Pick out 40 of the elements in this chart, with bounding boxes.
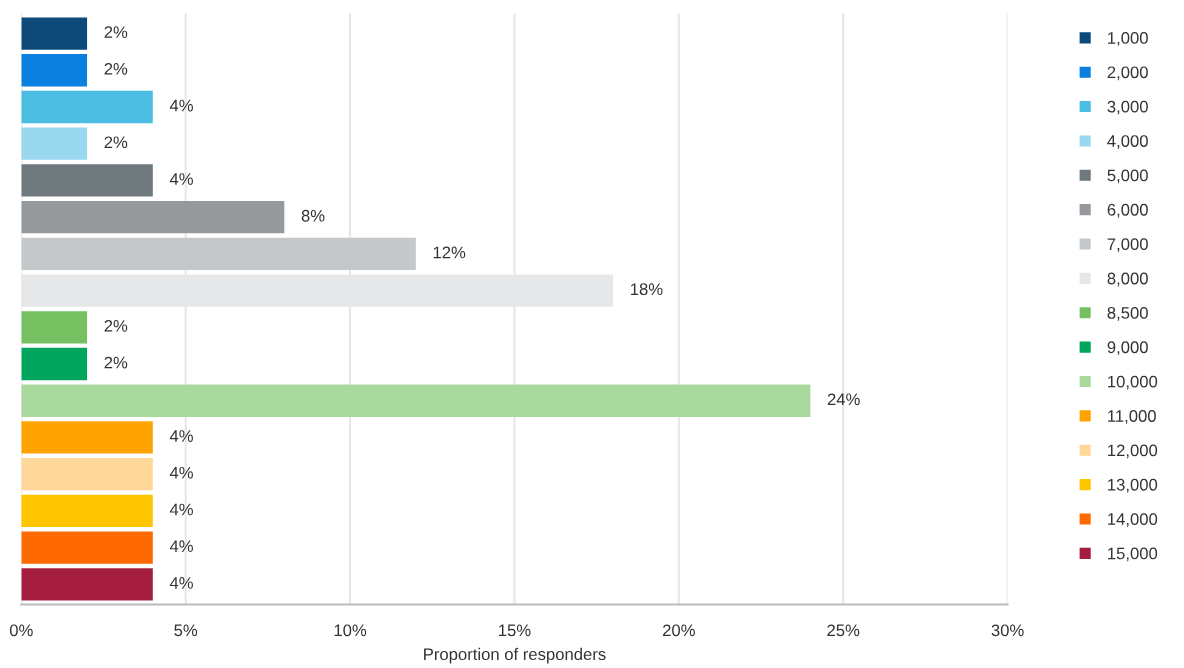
data-label: 2% bbox=[104, 136, 128, 149]
data-label: 18% bbox=[631, 283, 663, 296]
data-label: 4% bbox=[169, 577, 193, 589]
data-label: 2% bbox=[104, 319, 128, 332]
legend-label: 8,000 bbox=[1107, 272, 1148, 287]
legend-label: 3,000 bbox=[1107, 100, 1148, 115]
data-label: 4% bbox=[169, 540, 193, 553]
x-tick-label: 20% bbox=[662, 624, 695, 637]
legend-label: 1,000 bbox=[1108, 32, 1148, 46]
legend-label: 15,000 bbox=[1108, 547, 1158, 562]
legend-label: 2,000 bbox=[1107, 66, 1148, 81]
legend-label: 14,000 bbox=[1108, 513, 1158, 527]
data-label: 2% bbox=[104, 62, 128, 75]
data-label: 4% bbox=[169, 173, 193, 185]
data-label: 4% bbox=[169, 503, 193, 516]
legend-label: 5,000 bbox=[1107, 169, 1148, 184]
x-tick-label: 15% bbox=[499, 624, 531, 637]
legend-label: 10,000 bbox=[1108, 375, 1158, 390]
x-axis-title: Proportion of responders bbox=[424, 647, 606, 664]
data-label: 4% bbox=[169, 99, 193, 112]
legend-label: 6,000 bbox=[1107, 203, 1148, 218]
data-label: 2% bbox=[104, 356, 128, 369]
legend-label: 9,000 bbox=[1107, 341, 1148, 356]
x-tick-label: 0% bbox=[9, 624, 33, 637]
data-label: 2% bbox=[104, 26, 128, 38]
x-tick-label: 25% bbox=[827, 624, 860, 637]
legend-label: 7,000 bbox=[1107, 238, 1148, 253]
data-label: 8% bbox=[301, 209, 325, 222]
data-label: 4% bbox=[169, 466, 193, 479]
data-label: 12% bbox=[433, 246, 466, 259]
legend-label: 8,500 bbox=[1107, 306, 1148, 321]
x-tick-label: 5% bbox=[174, 624, 198, 637]
legend-label: 11,000 bbox=[1108, 410, 1156, 424]
data-label: 4% bbox=[169, 430, 193, 442]
legend-label: 12,000 bbox=[1108, 444, 1158, 459]
x-tick-label: 10% bbox=[334, 624, 367, 637]
legend-label: 4,000 bbox=[1107, 135, 1148, 149]
legend-label: 13,000 bbox=[1108, 478, 1158, 493]
data-label: 24% bbox=[827, 393, 860, 406]
x-tick-label: 30% bbox=[991, 624, 1024, 637]
